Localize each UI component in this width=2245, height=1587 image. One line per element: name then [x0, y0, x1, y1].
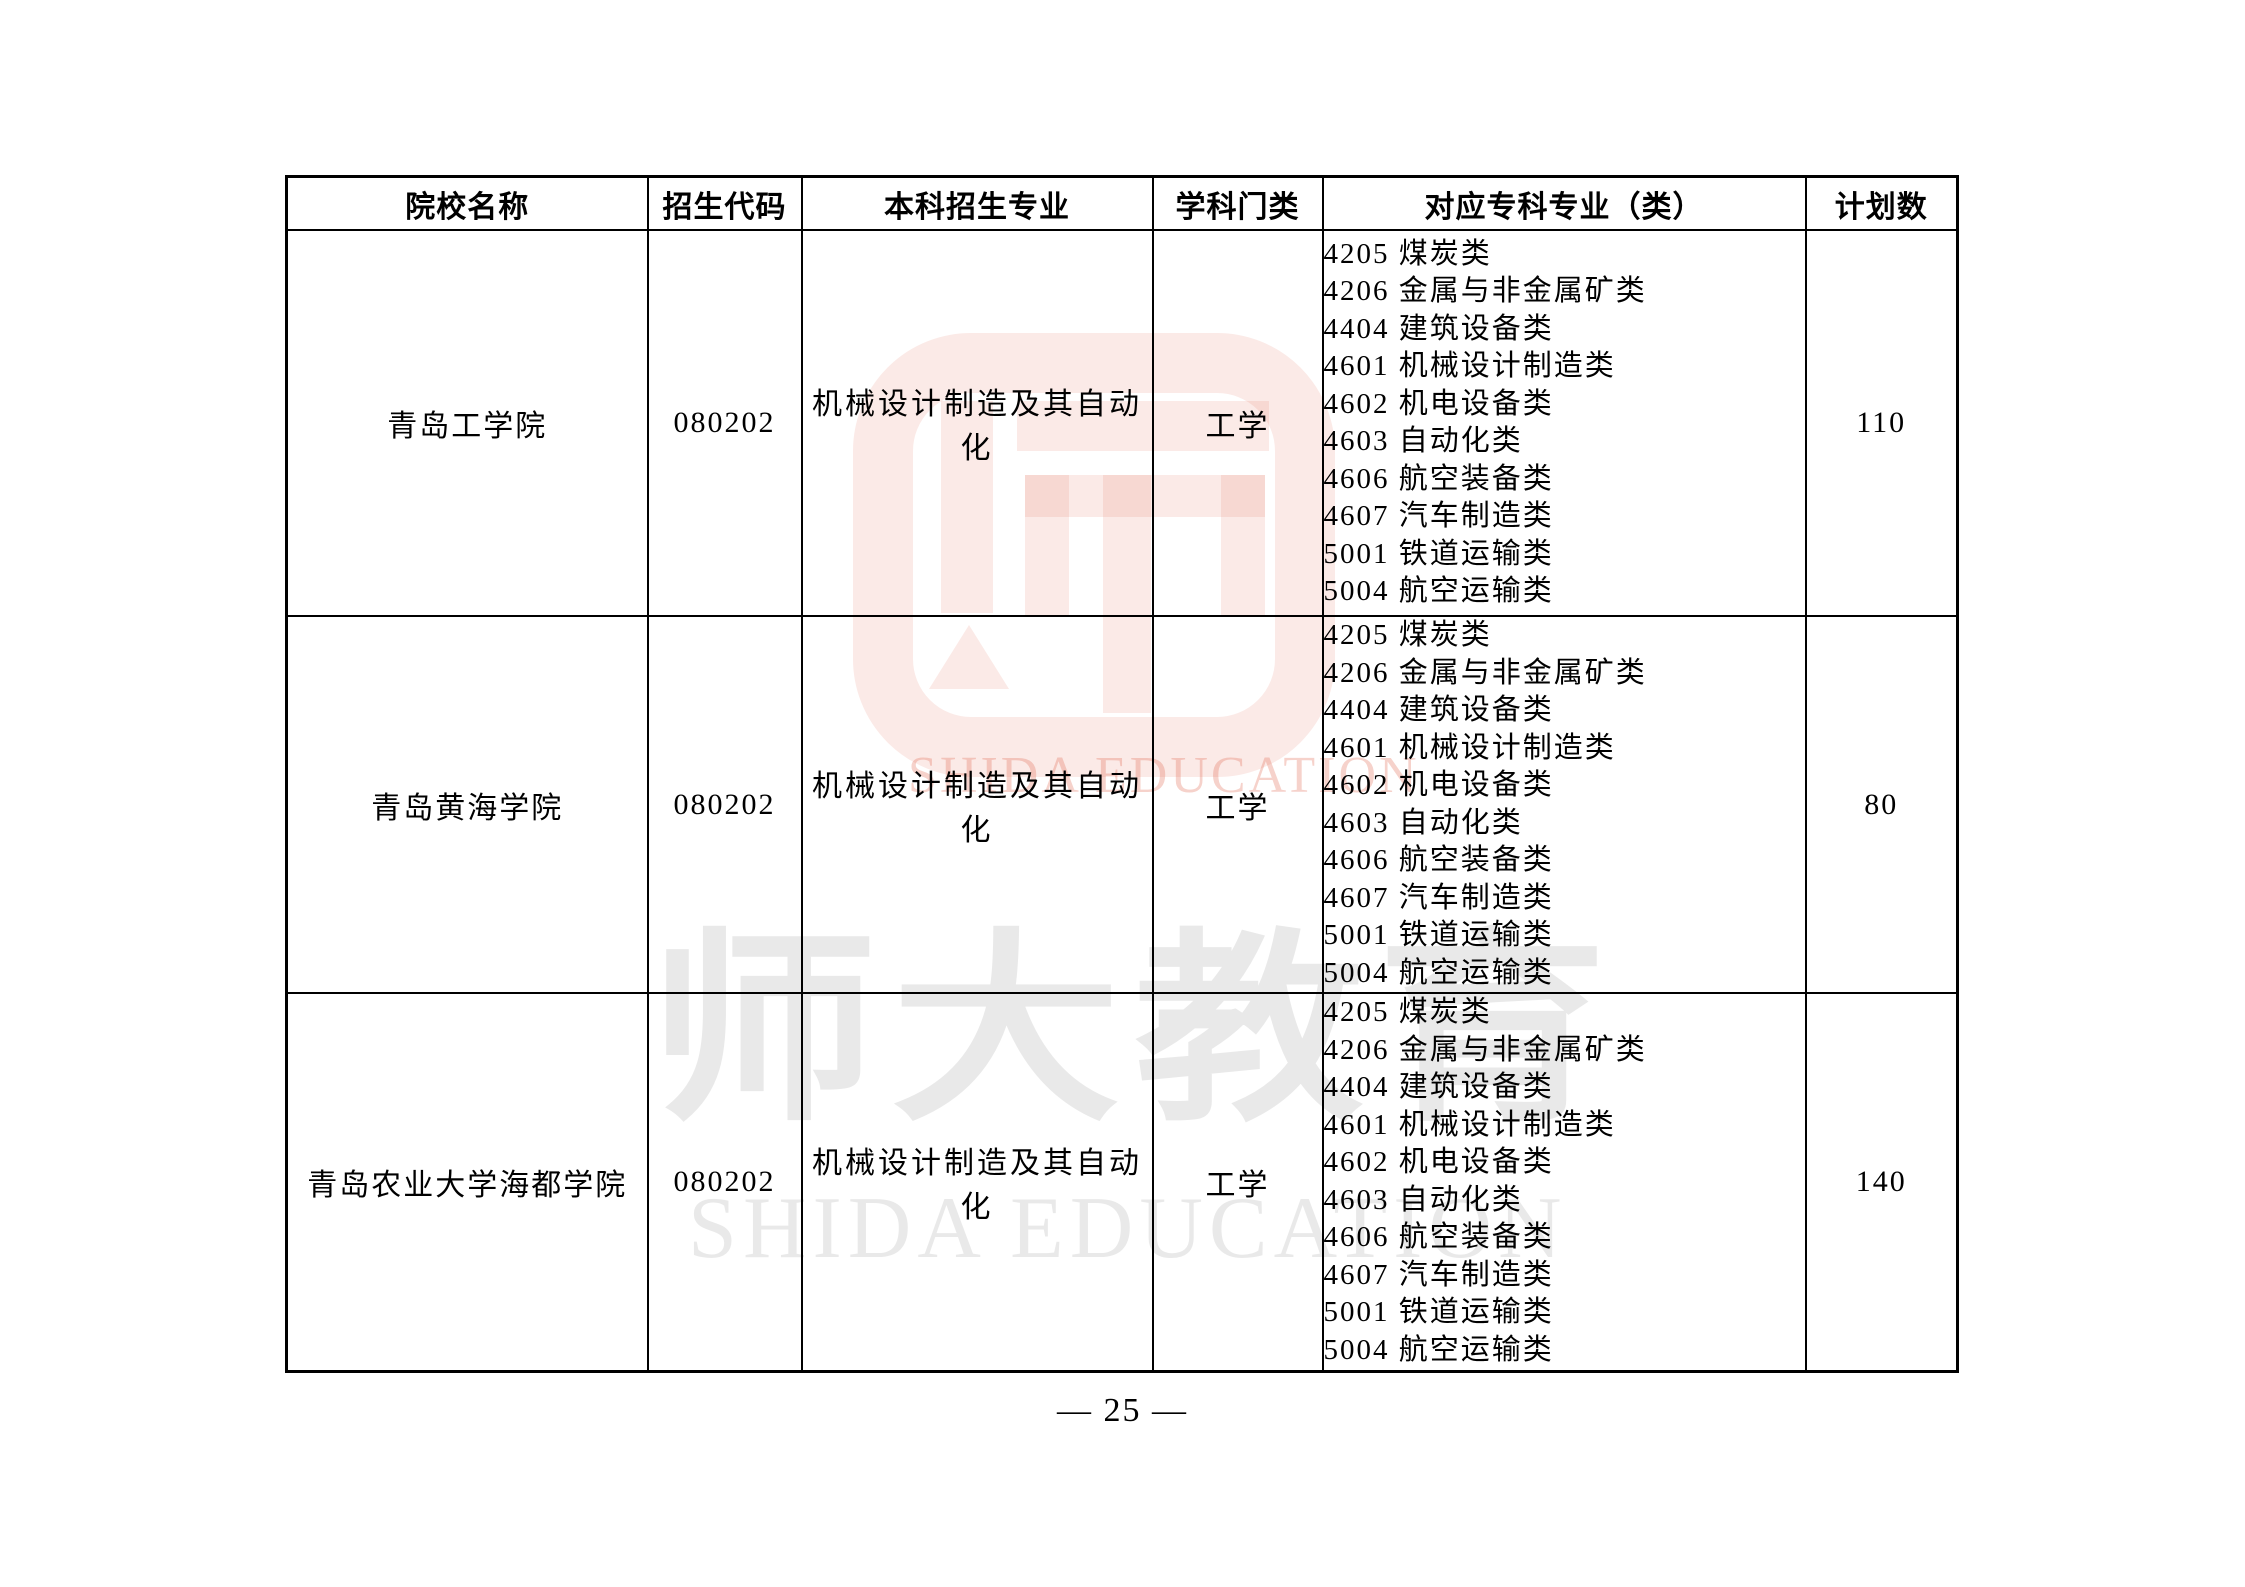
major-category-item: 5004 航空运输类	[1323, 956, 1554, 989]
major-category-item: 4404 建筑设备类	[1323, 1071, 1554, 1104]
major-cell: 机械设计制造及其自动化	[800, 229, 1154, 617]
major-category-item: 5001 铁道运输类	[1323, 537, 1554, 570]
major-cell: 机械设计制造及其自动化	[800, 615, 1154, 994]
major-category-item: 4601 机械设计制造类	[1323, 731, 1616, 764]
major-category-item: 5001 铁道运输类	[1323, 919, 1554, 951]
admission-code-cell: 080202	[646, 229, 803, 617]
header-discipline: 学科门类	[1151, 175, 1324, 231]
major-category-item: 4603 自动化类	[1323, 1183, 1523, 1216]
header-majors-list: 对应专科专业（类）	[1321, 175, 1807, 231]
page-number: — 25 —	[1057, 1392, 1188, 1429]
college-name-cell: 青岛工学院	[285, 229, 649, 617]
college-name-cell: 青岛黄海学院	[285, 615, 649, 994]
major-category-item: 4205 煤炭类	[1323, 237, 1492, 270]
header-college: 院校名称	[285, 175, 649, 231]
college-name-cell: 青岛农业大学海都学院	[285, 992, 649, 1372]
table-row: 青岛工学院 080202 机械设计制造及其自动化 工学 4205 煤炭类 4206…	[285, 229, 1959, 617]
plan-count-cell: 110	[1804, 229, 1959, 617]
major-category-item: 5001 铁道运输类	[1323, 1296, 1554, 1329]
majors-list-cell: 4205 煤炭类 4206 金属与非金属矿类 4404 建筑设备类 4601 机械设计…	[1321, 229, 1807, 617]
major-category-item: 4404 建筑设备类	[1323, 312, 1554, 345]
major-category-item: 4606 航空装备类	[1323, 1221, 1554, 1254]
admission-code-cell: 080202	[646, 615, 803, 994]
major-category-item: 4603 自动化类	[1323, 425, 1523, 457]
major-category-item: 4606 航空装备类	[1323, 844, 1554, 876]
discipline-cell: 工学	[1151, 992, 1324, 1372]
major-category-item: 5004 航空运输类	[1323, 1333, 1554, 1366]
major-cell: 机械设计制造及其自动化	[800, 992, 1154, 1372]
major-category-item: 4602 机电设备类	[1323, 769, 1554, 801]
major-category-item: 4205 煤炭类	[1323, 619, 1492, 651]
plan-count-cell: 140	[1804, 992, 1959, 1372]
header-major: 本科招生专业	[800, 175, 1154, 231]
major-category-item: 4607 汽车制造类	[1323, 500, 1554, 532]
major-category-item: 4602 机电设备类	[1323, 387, 1554, 420]
majors-list-cell: 4205 煤炭类 4206 金属与非金属矿类 4404 建筑设备类 4601 机械设计…	[1321, 992, 1807, 1372]
discipline-cell: 工学	[1151, 615, 1324, 994]
major-category-item: 5004 航空运输类	[1323, 575, 1554, 607]
table-row: 青岛黄海学院 080202 机械设计制造及其自动化 工学 4205 煤炭类 420…	[285, 615, 1959, 994]
major-category-item: 4206 金属与非金属矿类	[1323, 1033, 1647, 1066]
admission-code-cell: 080202	[646, 992, 803, 1372]
major-category-item: 4205 煤炭类	[1323, 996, 1492, 1029]
header-plan: 计划数	[1804, 175, 1959, 231]
major-category-item: 4602 机电设备类	[1323, 1146, 1554, 1179]
discipline-cell: 工学	[1151, 229, 1324, 617]
major-category-item: 4206 金属与非金属矿类	[1323, 275, 1647, 307]
major-category-item: 4603 自动化类	[1323, 806, 1523, 839]
major-category-item: 4606 航空装备类	[1323, 462, 1554, 495]
header-code: 招生代码	[646, 175, 803, 231]
major-category-item: 4601 机械设计制造类	[1323, 1108, 1616, 1141]
major-category-item: 4404 建筑设备类	[1323, 694, 1554, 726]
major-category-item: 4607 汽车制造类	[1323, 1258, 1554, 1291]
table-header-row: 院校名称 招生代码 本科招生专业 学科门类 对应专科专业（类） 计划数	[285, 175, 1959, 231]
major-category-item: 4601 机械设计制造类	[1323, 350, 1616, 382]
majors-list-cell: 4205 煤炭类 4206 金属与非金属矿类 4404 建筑设备类 4601 机械设计…	[1321, 615, 1807, 994]
major-category-item: 4206 金属与非金属矿类	[1323, 656, 1647, 689]
admissions-plan-table: 院校名称 招生代码 本科招生专业 学科门类 对应专科专业（类） 计划数 青岛工学…	[285, 175, 1959, 1373]
major-category-item: 4607 汽车制造类	[1323, 881, 1554, 914]
table-row: 青岛农业大学海都学院 080202 机械设计制造及其自动化 工学 4205 煤炭…	[285, 992, 1959, 1372]
plan-count-cell: 80	[1804, 615, 1959, 994]
